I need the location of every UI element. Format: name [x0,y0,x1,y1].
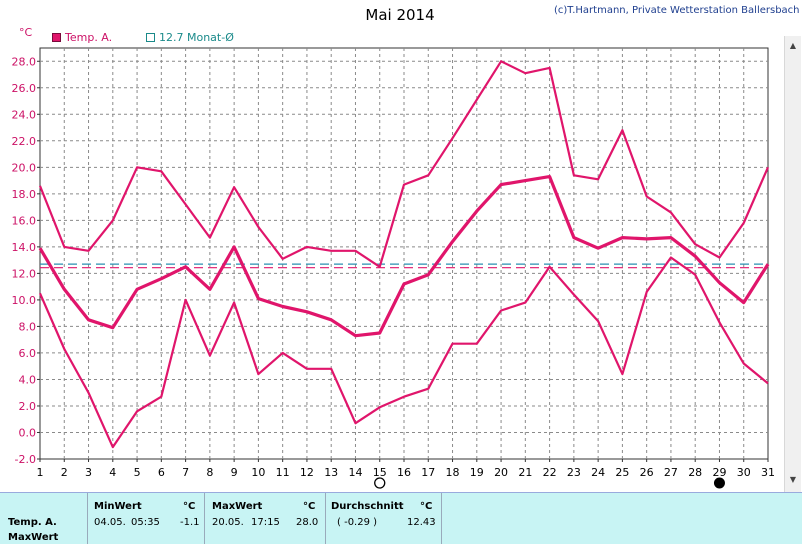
y-tick-label: 2.0 [19,400,37,413]
x-tick-label: 9 [231,466,238,479]
series-line-mean [38,175,770,338]
summary-divider [441,493,442,544]
avg-unit: °C [420,501,433,512]
x-tick-label: 11 [276,466,290,479]
grid [40,48,768,459]
x-tick-label: 29 [712,466,726,479]
avg-value: 12.43 [407,517,436,528]
y-tick-label: 28.0 [12,55,37,68]
x-tick-label: 13 [324,466,338,479]
scroll-up-arrow-icon[interactable]: ▲ [789,41,797,50]
x-tick-label: 18 [446,466,460,479]
x-tick-label: 31 [761,466,775,479]
x-tick-label: 22 [543,466,557,479]
x-tick-label: 7 [182,466,189,479]
x-tick-label: 1 [37,466,44,479]
y-tick-label: 0.0 [19,426,37,439]
y-tick-label: 22.0 [12,135,37,148]
reference-lines [40,263,768,269]
x-tick-label: 20 [494,466,508,479]
summary-panel: Temp. A. MaxWert MinWert °C 04.05. 05:35… [0,492,802,544]
y-tick-label: 4.0 [19,373,37,386]
open-circle-icon [374,477,386,489]
min-value: -1.1 [180,517,200,528]
summary-divider [204,493,205,544]
filled-circle-icon [713,477,725,489]
y-tick-label: 12.0 [12,267,37,280]
avg-deviation: ( -0.29 ) [337,517,378,528]
y-tick-label: 18.0 [12,188,37,201]
max-value: 28.0 [296,517,319,528]
x-tick-label: 17 [421,466,435,479]
y-axis: -2.0 0.0 2.0 4.0 6.0 8.0 10.0 12.0 14.0 16.0 18.0 2… [12,55,40,466]
x-tick-label: 24 [591,466,605,479]
x-tick-label: 28 [688,466,702,479]
y-tick-label: 24.0 [12,108,37,121]
x-tick-label: 15 [373,466,387,479]
x-tick-label: 2 [61,466,68,479]
y-unit-label: °C [19,26,33,39]
vertical-scrollbar[interactable]: ▲ ▼ [784,36,801,492]
x-tick-label: 27 [664,466,678,479]
min-header: MinWert [94,501,142,512]
max-unit: °C [303,501,316,512]
min-time: 05:35 [131,517,160,528]
min-date: 04.05. [94,517,126,528]
legend-item-average: 12.7 Monat-Ø [146,31,234,44]
legend-swatch-average [146,33,155,42]
x-tick-label: 14 [348,466,362,479]
min-unit: °C [183,501,196,512]
series-group [38,60,770,449]
series-line-max [38,60,770,268]
chart-title: Mai 2014 [365,6,435,24]
x-tick-label: 5 [134,466,141,479]
legend-item-temp: Temp. A. [52,31,112,44]
x-tick-label: 21 [518,466,532,479]
y-tick-label: -2.0 [15,453,36,466]
line-chart: -2.0 0.0 2.0 4.0 6.0 8.0 10.0 12.0 14.0 16.0 18.0 2… [12,47,775,489]
series-line-min [38,256,769,449]
summary-row-label-2: MaxWert [8,532,59,543]
max-date: 20.05. [212,517,244,528]
summary-row-label: Temp. A. [8,517,57,528]
x-tick-label: 25 [615,466,629,479]
summary-divider [87,493,88,544]
x-tick-label: 19 [470,466,484,479]
y-tick-label: 6.0 [19,347,37,360]
copyright-text: (c)T.Hartmann, Private Wetterstation Bal… [554,5,800,16]
scroll-down-arrow-icon[interactable]: ▼ [789,475,797,484]
x-tick-label: 12 [300,466,314,479]
x-tick-label: 16 [397,466,411,479]
legend-label-average: 12.7 Monat-Ø [159,31,234,44]
moon-markers [374,477,725,489]
y-tick-label: 10.0 [12,294,37,307]
x-tick-label: 6 [158,466,165,479]
y-tick-label: 20.0 [12,161,37,174]
y-tick-label: 8.0 [19,320,37,333]
max-time: 17:15 [251,517,280,528]
x-tick-label: 3 [85,466,92,479]
x-tick-label: 23 [567,466,581,479]
x-tick-label: 8 [206,466,213,479]
x-tick-label: 30 [737,466,751,479]
max-header: MaxWert [212,501,263,512]
avg-header: Durchschnitt [331,501,404,512]
x-tick-label: 10 [251,466,265,479]
legend-swatch-temp [52,33,61,42]
summary-divider [325,493,326,544]
x-tick-label: 4 [109,466,116,479]
legend-label-temp: Temp. A. [65,31,113,44]
x-tick-label: 26 [640,466,654,479]
y-tick-label: 26.0 [12,82,37,95]
x-axis: 1 2 3 4 5 6 7 8 9 10 11 12 13 14 15 16 17 18 19 20 21 22 23 24 2… [37,459,775,479]
y-tick-label: 16.0 [12,214,37,227]
y-tick-label: 14.0 [12,241,37,254]
